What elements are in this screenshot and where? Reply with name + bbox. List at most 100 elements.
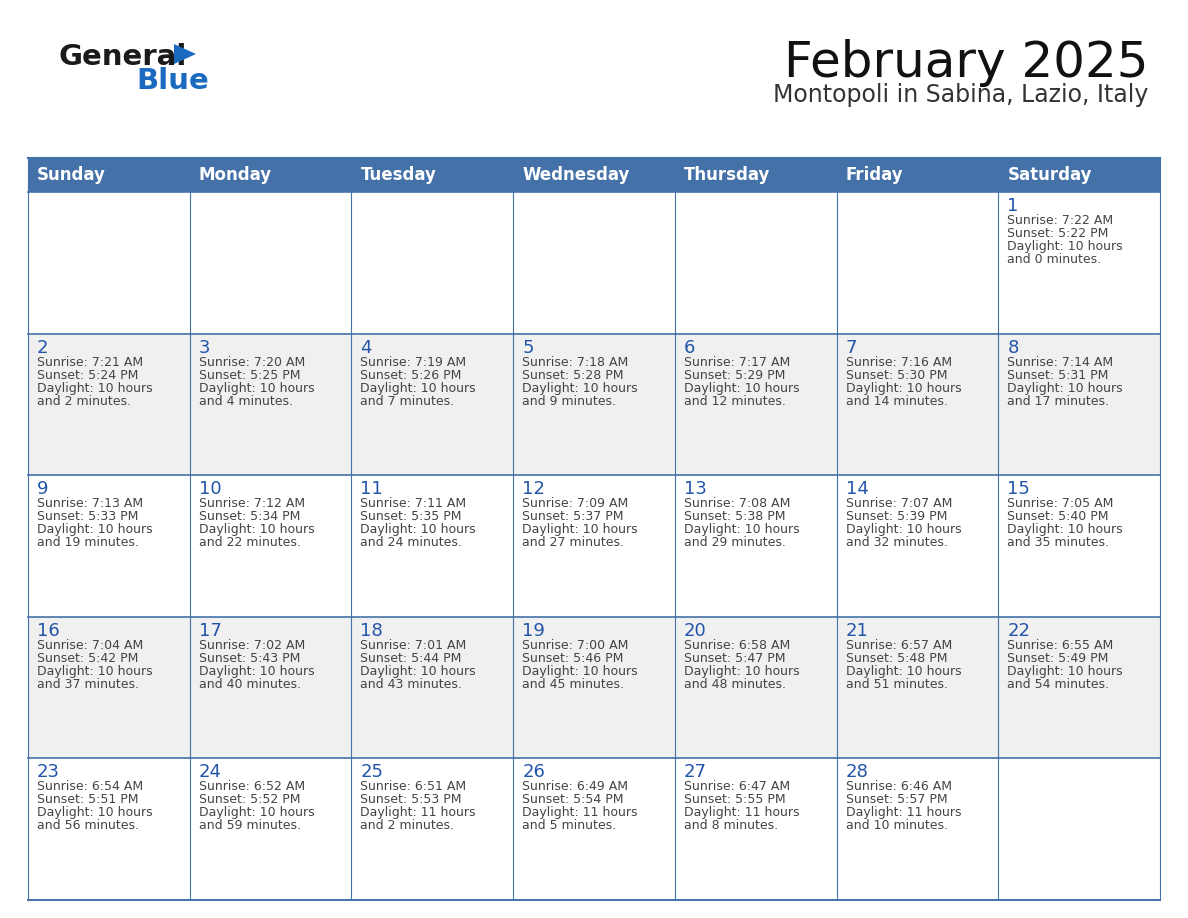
Text: 16: 16 xyxy=(37,621,59,640)
Text: and 40 minutes.: and 40 minutes. xyxy=(198,677,301,691)
Text: and 2 minutes.: and 2 minutes. xyxy=(37,395,131,408)
Text: Sunset: 5:25 PM: Sunset: 5:25 PM xyxy=(198,369,301,382)
Text: Daylight: 11 hours: Daylight: 11 hours xyxy=(684,806,800,820)
Text: Sunrise: 7:08 AM: Sunrise: 7:08 AM xyxy=(684,498,790,510)
Text: and 32 minutes.: and 32 minutes. xyxy=(846,536,948,549)
Text: and 37 minutes.: and 37 minutes. xyxy=(37,677,139,691)
Text: Sunrise: 6:46 AM: Sunrise: 6:46 AM xyxy=(846,780,952,793)
Text: 14: 14 xyxy=(846,480,868,498)
Text: Sunset: 5:47 PM: Sunset: 5:47 PM xyxy=(684,652,785,665)
Text: Sunset: 5:51 PM: Sunset: 5:51 PM xyxy=(37,793,139,806)
Text: Daylight: 10 hours: Daylight: 10 hours xyxy=(1007,665,1123,677)
Text: and 19 minutes.: and 19 minutes. xyxy=(37,536,139,549)
Text: 2: 2 xyxy=(37,339,49,356)
Text: and 9 minutes.: and 9 minutes. xyxy=(523,395,617,408)
Text: and 22 minutes.: and 22 minutes. xyxy=(198,536,301,549)
Text: Sunrise: 6:54 AM: Sunrise: 6:54 AM xyxy=(37,780,143,793)
Text: Daylight: 10 hours: Daylight: 10 hours xyxy=(846,665,961,677)
Text: Daylight: 10 hours: Daylight: 10 hours xyxy=(198,523,315,536)
Text: 8: 8 xyxy=(1007,339,1018,356)
Text: and 59 minutes.: and 59 minutes. xyxy=(198,820,301,833)
Text: 15: 15 xyxy=(1007,480,1030,498)
Text: Sunrise: 7:11 AM: Sunrise: 7:11 AM xyxy=(360,498,467,510)
Text: Sunset: 5:39 PM: Sunset: 5:39 PM xyxy=(846,510,947,523)
Text: Sunrise: 7:12 AM: Sunrise: 7:12 AM xyxy=(198,498,305,510)
Text: Daylight: 10 hours: Daylight: 10 hours xyxy=(1007,240,1123,253)
Text: Sunset: 5:24 PM: Sunset: 5:24 PM xyxy=(37,369,138,382)
Text: Sunset: 5:35 PM: Sunset: 5:35 PM xyxy=(360,510,462,523)
Text: Sunset: 5:46 PM: Sunset: 5:46 PM xyxy=(523,652,624,665)
Text: and 7 minutes.: and 7 minutes. xyxy=(360,395,455,408)
Text: Sunset: 5:33 PM: Sunset: 5:33 PM xyxy=(37,510,138,523)
Text: Sunset: 5:53 PM: Sunset: 5:53 PM xyxy=(360,793,462,806)
Text: 9: 9 xyxy=(37,480,49,498)
Text: and 14 minutes.: and 14 minutes. xyxy=(846,395,948,408)
Text: and 17 minutes.: and 17 minutes. xyxy=(1007,395,1110,408)
Text: 10: 10 xyxy=(198,480,221,498)
Text: Sunrise: 7:13 AM: Sunrise: 7:13 AM xyxy=(37,498,143,510)
Bar xyxy=(29,476,1159,617)
Text: Sunrise: 6:55 AM: Sunrise: 6:55 AM xyxy=(1007,639,1113,652)
Text: 7: 7 xyxy=(846,339,857,356)
Text: and 45 minutes.: and 45 minutes. xyxy=(523,677,624,691)
Text: and 51 minutes.: and 51 minutes. xyxy=(846,677,948,691)
Text: and 29 minutes.: and 29 minutes. xyxy=(684,536,785,549)
Text: Daylight: 10 hours: Daylight: 10 hours xyxy=(684,523,800,536)
Text: Daylight: 10 hours: Daylight: 10 hours xyxy=(198,382,315,395)
Text: and 8 minutes.: and 8 minutes. xyxy=(684,820,778,833)
Text: Thursday: Thursday xyxy=(684,166,770,184)
Text: Sunrise: 7:09 AM: Sunrise: 7:09 AM xyxy=(523,498,628,510)
Text: and 5 minutes.: and 5 minutes. xyxy=(523,820,617,833)
Text: Daylight: 11 hours: Daylight: 11 hours xyxy=(846,806,961,820)
Text: Blue: Blue xyxy=(135,67,209,95)
Text: 4: 4 xyxy=(360,339,372,356)
Text: 20: 20 xyxy=(684,621,707,640)
Text: Sunrise: 6:58 AM: Sunrise: 6:58 AM xyxy=(684,639,790,652)
Text: Sunrise: 7:21 AM: Sunrise: 7:21 AM xyxy=(37,355,143,369)
Text: Sunrise: 7:17 AM: Sunrise: 7:17 AM xyxy=(684,355,790,369)
Text: and 48 minutes.: and 48 minutes. xyxy=(684,677,785,691)
Text: Wednesday: Wednesday xyxy=(523,166,630,184)
Text: Sunrise: 7:02 AM: Sunrise: 7:02 AM xyxy=(198,639,305,652)
Text: Sunrise: 7:00 AM: Sunrise: 7:00 AM xyxy=(523,639,628,652)
Text: Friday: Friday xyxy=(846,166,903,184)
Bar xyxy=(29,158,1159,192)
Text: 17: 17 xyxy=(198,621,222,640)
Text: Sunset: 5:26 PM: Sunset: 5:26 PM xyxy=(360,369,462,382)
Text: 23: 23 xyxy=(37,764,61,781)
Text: and 54 minutes.: and 54 minutes. xyxy=(1007,677,1110,691)
Text: Sunrise: 7:01 AM: Sunrise: 7:01 AM xyxy=(360,639,467,652)
Text: Daylight: 10 hours: Daylight: 10 hours xyxy=(846,523,961,536)
Text: Sunset: 5:49 PM: Sunset: 5:49 PM xyxy=(1007,652,1108,665)
Text: Daylight: 10 hours: Daylight: 10 hours xyxy=(523,382,638,395)
Text: Sunset: 5:54 PM: Sunset: 5:54 PM xyxy=(523,793,624,806)
Text: Daylight: 10 hours: Daylight: 10 hours xyxy=(684,665,800,677)
Text: 18: 18 xyxy=(360,621,384,640)
Text: Sunset: 5:30 PM: Sunset: 5:30 PM xyxy=(846,369,947,382)
Text: Sunrise: 6:52 AM: Sunrise: 6:52 AM xyxy=(198,780,305,793)
Text: Daylight: 10 hours: Daylight: 10 hours xyxy=(1007,382,1123,395)
Text: Sunrise: 7:05 AM: Sunrise: 7:05 AM xyxy=(1007,498,1113,510)
Text: Sunrise: 7:20 AM: Sunrise: 7:20 AM xyxy=(198,355,305,369)
Text: and 35 minutes.: and 35 minutes. xyxy=(1007,536,1110,549)
Text: Sunset: 5:22 PM: Sunset: 5:22 PM xyxy=(1007,227,1108,240)
Text: Daylight: 10 hours: Daylight: 10 hours xyxy=(198,665,315,677)
Bar xyxy=(29,333,1159,476)
Text: Sunset: 5:31 PM: Sunset: 5:31 PM xyxy=(1007,369,1108,382)
Text: February 2025: February 2025 xyxy=(784,39,1148,87)
Text: 12: 12 xyxy=(523,480,545,498)
Text: Sunset: 5:37 PM: Sunset: 5:37 PM xyxy=(523,510,624,523)
Text: Sunset: 5:40 PM: Sunset: 5:40 PM xyxy=(1007,510,1108,523)
Text: and 56 minutes.: and 56 minutes. xyxy=(37,820,139,833)
Text: 5: 5 xyxy=(523,339,533,356)
Text: Sunrise: 7:16 AM: Sunrise: 7:16 AM xyxy=(846,355,952,369)
Text: 28: 28 xyxy=(846,764,868,781)
Bar xyxy=(29,192,1159,333)
Text: Tuesday: Tuesday xyxy=(360,166,436,184)
Text: Daylight: 10 hours: Daylight: 10 hours xyxy=(523,523,638,536)
Text: Sunset: 5:42 PM: Sunset: 5:42 PM xyxy=(37,652,138,665)
Text: Sunday: Sunday xyxy=(37,166,106,184)
Text: Saturday: Saturday xyxy=(1007,166,1092,184)
Text: 3: 3 xyxy=(198,339,210,356)
Text: Daylight: 10 hours: Daylight: 10 hours xyxy=(198,806,315,820)
